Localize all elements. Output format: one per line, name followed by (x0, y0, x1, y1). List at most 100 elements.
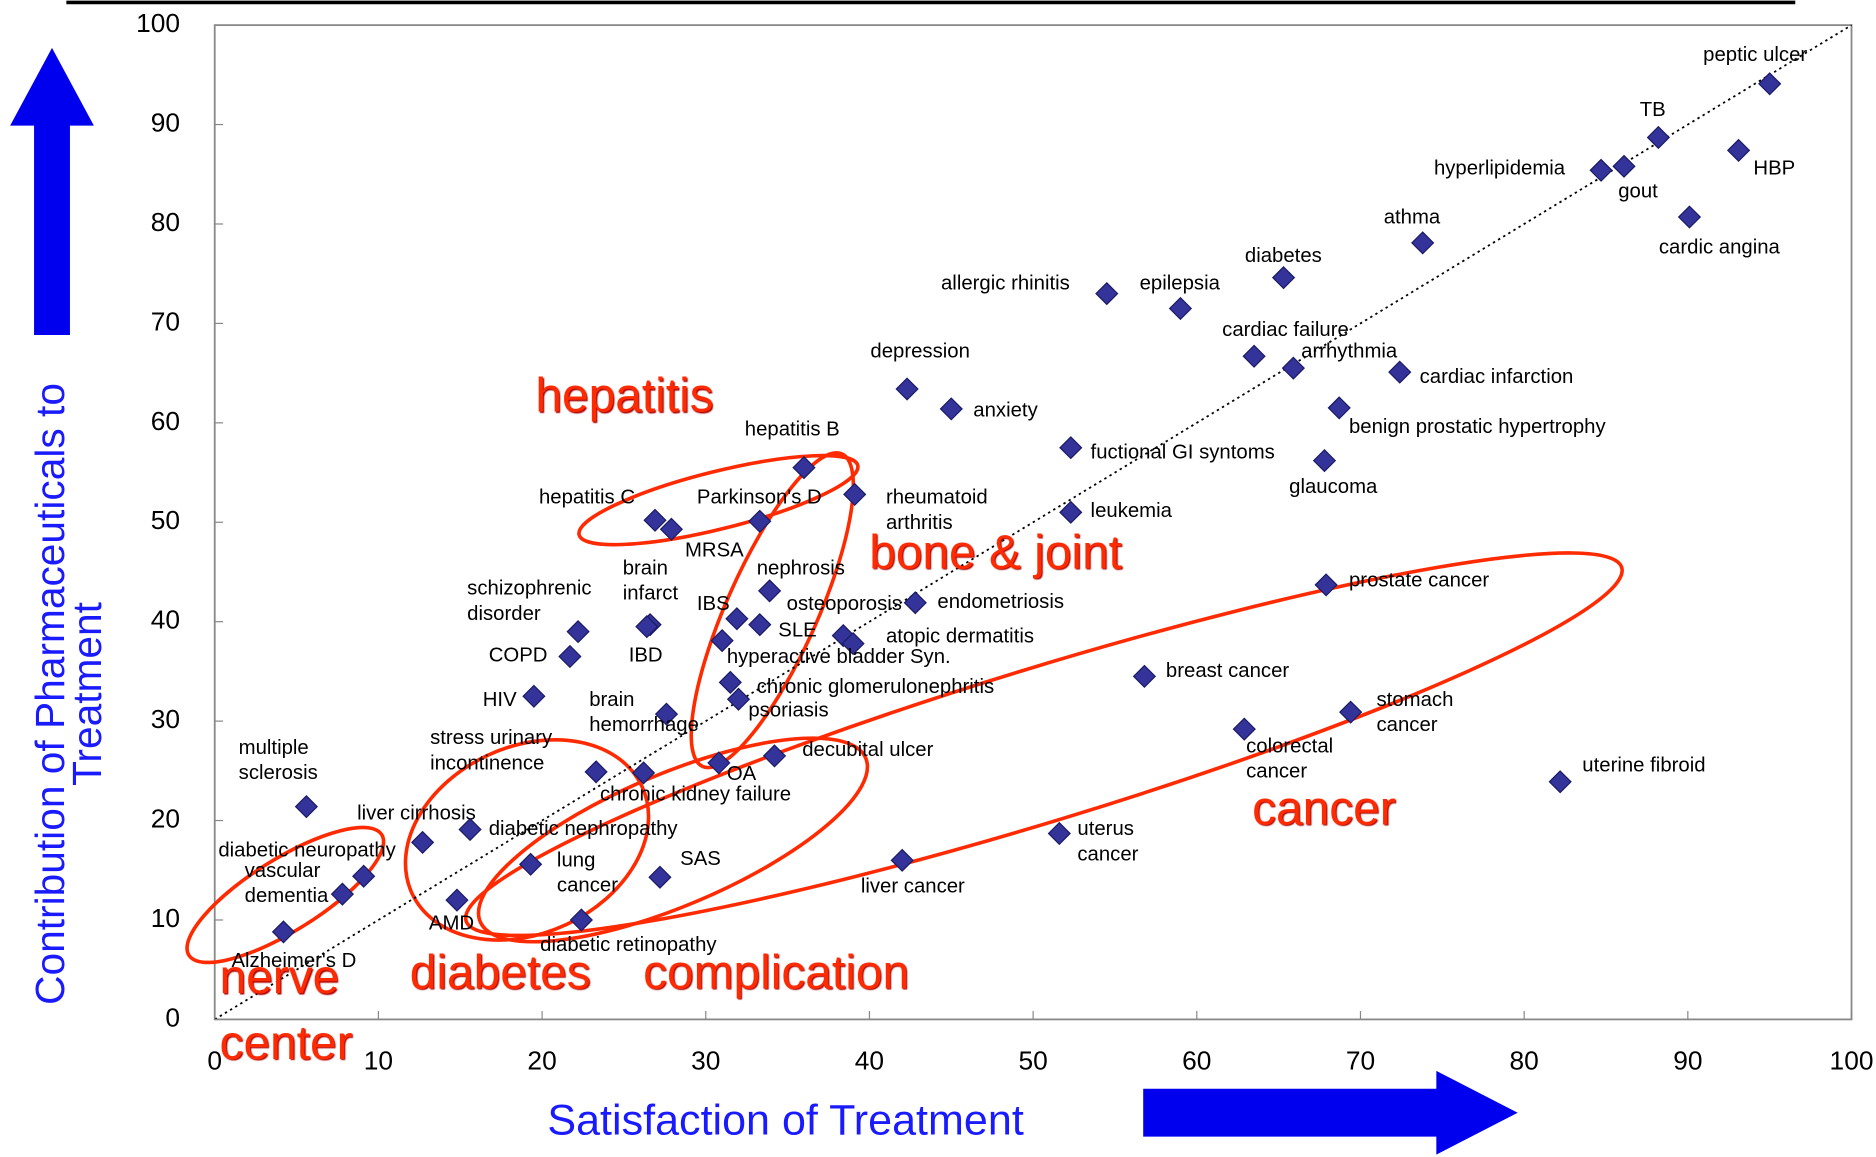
point-label-box: liver cancer (861, 875, 965, 898)
point-label-box: schizophrenic disorder (467, 576, 592, 625)
group-annotation: complication (643, 946, 910, 1000)
point-label: depression (870, 339, 970, 363)
x-tick-label: 80 (1510, 1045, 1539, 1075)
point-label: psoriasis (748, 698, 829, 722)
x-axis-title: Satisfaction of Treatment (547, 1094, 1024, 1144)
point (584, 760, 608, 784)
point-label-box: benign prostatic hypertrophy (1348, 415, 1606, 438)
x-tick-label: 70 (1346, 1045, 1375, 1075)
point (1059, 436, 1083, 460)
point-label-box: Alzheimer's D (231, 949, 356, 972)
point-label-box: brain infarct (622, 556, 679, 605)
point-label: hepatitis C (538, 485, 636, 509)
point-label-box: diabetic nephropathy (489, 817, 678, 840)
point-label: cardiac infarction (1419, 364, 1574, 388)
nerve-ellipse (185, 825, 386, 965)
point-label: schizophrenic disorder (467, 576, 592, 625)
point-label-box: endometriosis (937, 590, 1064, 613)
y-tick-label: 10 (151, 903, 180, 933)
diabetes-ellipse (403, 738, 651, 942)
point-label-box: hepatitis C (538, 485, 636, 509)
point (519, 852, 543, 876)
point-label: hyperactive bladder Syn. (726, 644, 951, 668)
point (1059, 500, 1083, 524)
point-label: epilepsia (1139, 271, 1220, 295)
point-label-box: HIV (483, 688, 517, 711)
point (1168, 296, 1193, 321)
point (1612, 154, 1636, 178)
point (1047, 821, 1071, 846)
point (648, 865, 672, 889)
point-label: benign prostatic hypertrophy (1348, 415, 1606, 438)
point (1312, 449, 1337, 473)
point-label: diabetic neuropathy (218, 838, 396, 862)
point-label-box: IBD (628, 643, 663, 667)
point-label-box: brain hemorrhage (589, 687, 699, 736)
point-label-box: uterus cancer (1077, 817, 1139, 866)
point-label: brain infarct (622, 556, 679, 605)
y-tick-label: 30 (151, 704, 180, 734)
point (792, 455, 816, 480)
point-label: nephrosis (756, 556, 845, 580)
point-label-box: athma (1384, 206, 1441, 229)
point (631, 761, 656, 785)
point (1314, 573, 1338, 597)
group-annotation: bone & joint (869, 526, 1122, 580)
x-tick-label: 0 (207, 1045, 222, 1075)
point (410, 830, 435, 855)
point (271, 920, 296, 944)
x-tick-label: 20 (527, 1045, 556, 1075)
point-label-box: diabetes (1245, 244, 1322, 267)
point (643, 508, 667, 532)
y-tick-label: 50 (151, 505, 180, 535)
point (890, 848, 914, 872)
point (707, 751, 731, 775)
point-label-box: uterine fibroid (1582, 753, 1706, 777)
point (1726, 138, 1751, 163)
point (352, 864, 376, 888)
right-arrow (1143, 1070, 1518, 1155)
point-label-box: fuctional GI syntoms (1091, 440, 1275, 463)
point-label: uterus cancer (1077, 817, 1139, 866)
point-label: brain hemorrhage (589, 687, 699, 736)
point-label-box: colorectal cancer (1246, 735, 1333, 783)
point-label-box: TB (1640, 98, 1666, 121)
point-label: peptic ulcer (1703, 43, 1808, 66)
point-label-box: arrhythmia (1301, 340, 1397, 363)
point (522, 684, 546, 708)
point-label-box: cardiac infarction (1419, 364, 1574, 388)
point (1095, 281, 1119, 306)
point (659, 517, 684, 541)
point-label-box: chronic kidney failure (600, 783, 791, 806)
point (710, 628, 734, 653)
diagonal (214, 24, 1852, 1021)
point-label-box: atopic dermatitis (886, 625, 1034, 648)
point (1646, 125, 1670, 150)
point-label-box: glaucoma (1289, 475, 1377, 498)
point-label: AMD (428, 911, 475, 935)
point-label: vascular dementia (244, 859, 329, 907)
point (1388, 360, 1412, 384)
point (726, 687, 751, 711)
point-label: IBS (696, 592, 730, 615)
point (903, 591, 927, 615)
point-label-box: vascular dementia (244, 859, 329, 907)
bone-joint-ellipse (689, 451, 856, 770)
point (939, 397, 963, 421)
point-label: hepatitis B (744, 417, 840, 441)
y-tick-label: 20 (151, 804, 180, 834)
point-label: cardiac failure (1222, 318, 1349, 341)
group-annotation-box: complication (643, 946, 910, 1000)
point-label-box: hyperactive bladder Syn. (726, 644, 951, 668)
point-label-box: cardiac failure (1222, 318, 1349, 341)
group-annotation-box: diabetes (410, 946, 591, 999)
point-label: leukemia (1090, 498, 1172, 522)
point (1232, 717, 1256, 741)
cancer-ellipse (463, 551, 1624, 938)
point-label-box: diabetic neuropathy (218, 838, 396, 862)
point (566, 620, 590, 644)
point-label: uterine fibroid (1582, 753, 1706, 777)
point-label: IBD (628, 643, 663, 667)
x-axis-title-box: Satisfaction of Treatment (547, 1094, 1024, 1144)
point-label-box: epilepsia (1139, 271, 1220, 295)
